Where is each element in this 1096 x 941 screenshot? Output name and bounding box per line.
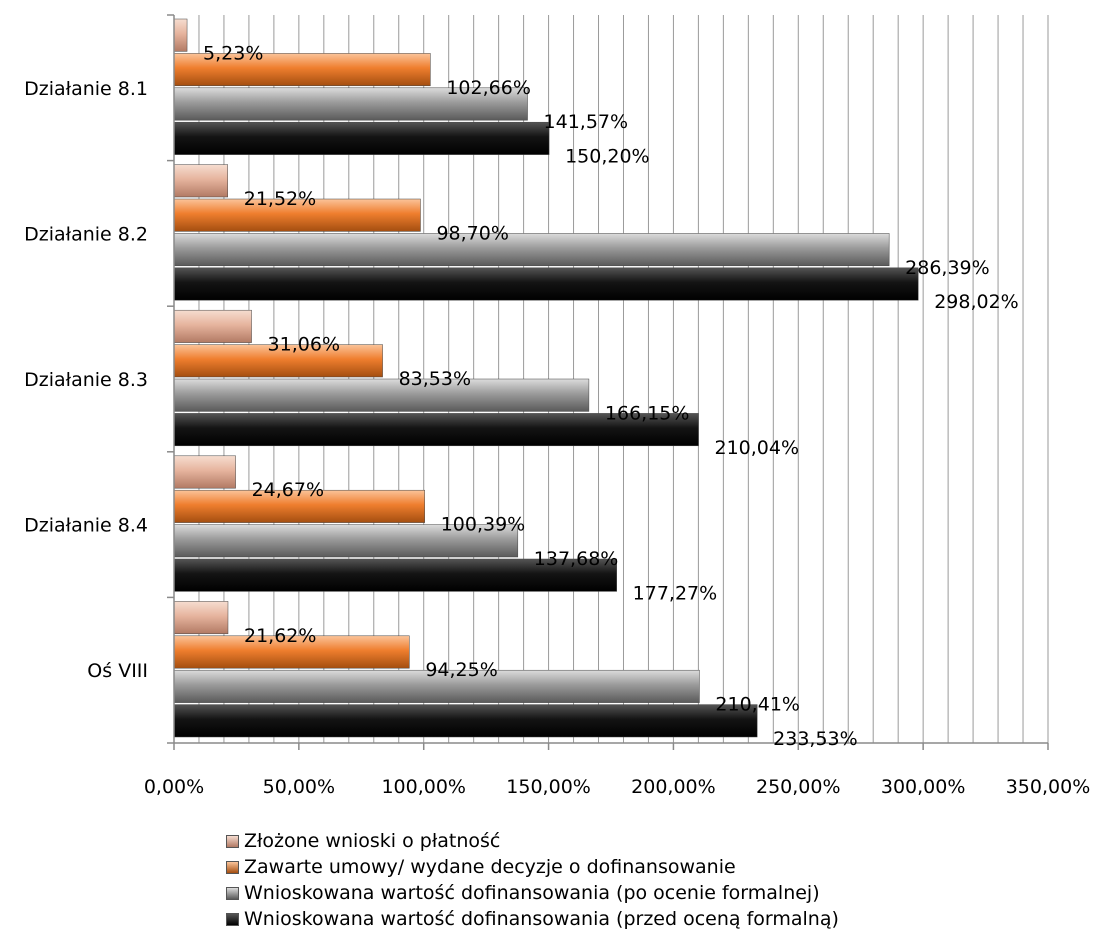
category-label: Oś VIII — [87, 660, 148, 682]
category-label: Działanie 8.2 — [24, 223, 148, 245]
x-tick-label: 100,00% — [381, 776, 466, 798]
x-tick-label: 350,00% — [1006, 776, 1091, 798]
bar — [173, 413, 699, 447]
data-label: 21,52% — [244, 188, 316, 210]
bar — [173, 524, 519, 558]
data-label: 177,27% — [633, 582, 718, 604]
data-label: 210,04% — [714, 437, 799, 459]
bar-chart: 0,00% 50,00% 100,00% 150,00% 200,00% 250,00% 3… — [24, 14, 1090, 798]
bar — [173, 121, 550, 155]
bar — [173, 635, 410, 669]
data-label: 24,67% — [252, 479, 324, 501]
bar — [173, 455, 236, 489]
data-label: 137,68% — [534, 548, 619, 570]
x-tick-label: 250,00% — [756, 776, 841, 798]
labels: 0,00% 50,00% 100,00% 150,00% 200,00% 250,00% 3… — [24, 42, 1090, 798]
bar — [173, 558, 617, 592]
bar — [173, 164, 228, 198]
legend-item: Zawarte umowy/ wydane decyzje o dofinans… — [226, 854, 839, 880]
legend-label: Złożone wnioski o płatność — [244, 830, 501, 852]
data-label: 210,41% — [715, 694, 800, 716]
bar — [173, 309, 252, 343]
legend-swatch — [226, 886, 239, 900]
bar — [173, 489, 425, 523]
data-label: 298,02% — [934, 291, 1019, 313]
legend: Złożone wnioski o płatność Zawarte umowy… — [226, 828, 839, 932]
bar — [173, 87, 528, 121]
x-tick-label: 200,00% — [631, 776, 716, 798]
data-label: 233,53% — [773, 728, 858, 750]
bar — [173, 344, 383, 378]
legend-swatch — [226, 860, 239, 874]
data-label: 5,23% — [203, 42, 263, 64]
legend-item: Wnioskowana wartość dofinansowania (prze… — [226, 906, 839, 932]
data-label: 100,39% — [441, 514, 526, 536]
data-label: 31,06% — [268, 334, 340, 356]
bar — [173, 601, 229, 635]
bar — [173, 53, 431, 87]
legend-label: Zawarte umowy/ wydane decyzje o dofinans… — [244, 856, 736, 878]
data-label: 83,53% — [399, 368, 471, 390]
data-label: 286,39% — [905, 257, 990, 279]
x-tick-label: 0,00% — [144, 776, 204, 798]
bar — [173, 704, 758, 738]
data-label: 102,66% — [446, 77, 531, 99]
data-label: 150,20% — [565, 146, 650, 168]
category-label: Działanie 8.1 — [24, 78, 148, 100]
x-tick-label: 150,00% — [506, 776, 591, 798]
axes — [167, 14, 1049, 750]
category-label: Działanie 8.3 — [24, 369, 148, 391]
x-tick-label: 50,00% — [263, 776, 335, 798]
bar — [173, 198, 421, 232]
x-tick-label: 300,00% — [881, 776, 966, 798]
legend-item: Wnioskowana wartość dofinansowania (po o… — [226, 880, 839, 906]
legend-swatch — [226, 912, 239, 926]
category-label: Działanie 8.4 — [24, 515, 148, 537]
bar — [173, 378, 590, 412]
data-label: 141,57% — [544, 111, 629, 133]
legend-swatch — [226, 834, 239, 848]
data-label: 21,62% — [244, 625, 316, 647]
bar — [173, 18, 188, 52]
legend-item: Złożone wnioski o płatność — [226, 828, 839, 854]
bar — [173, 669, 700, 703]
legend-label: Wnioskowana wartość dofinansowania (po o… — [244, 882, 820, 904]
data-label: 166,15% — [605, 402, 690, 424]
data-label: 94,25% — [425, 659, 497, 681]
bar — [173, 267, 919, 301]
legend-label: Wnioskowana wartość dofinansowania (prze… — [244, 908, 839, 930]
bar — [173, 233, 890, 267]
data-label: 98,70% — [436, 222, 508, 244]
